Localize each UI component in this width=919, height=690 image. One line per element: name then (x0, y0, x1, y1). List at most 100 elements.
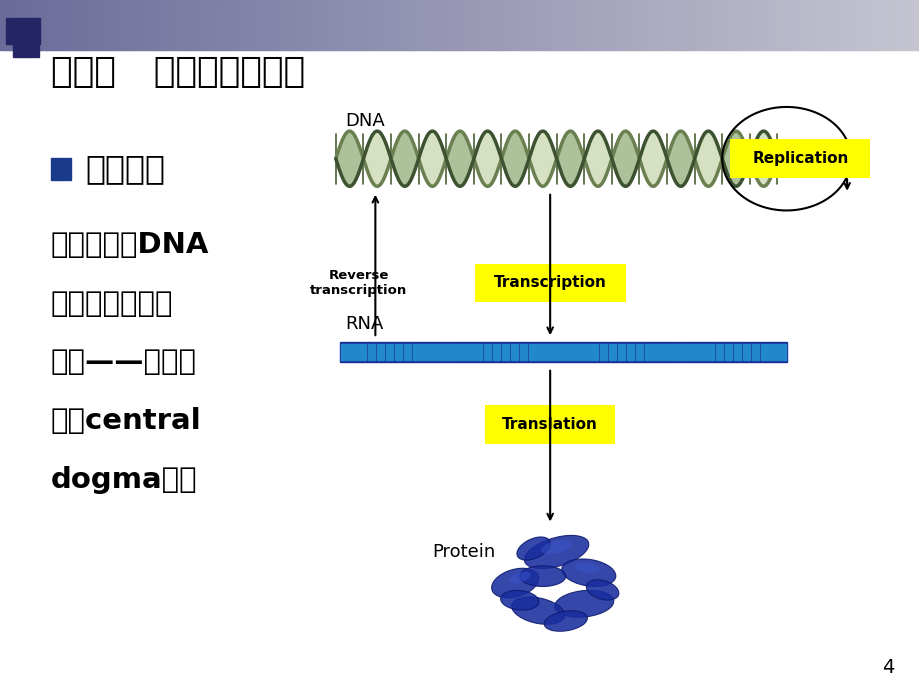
Bar (855, 0, 860, 50)
Bar (184, 0, 189, 50)
Bar (87, 0, 93, 50)
Text: 过程——中心法: 过程——中心法 (51, 348, 197, 376)
Bar (23, 0, 28, 50)
Bar (409, 0, 414, 50)
Bar (538, 0, 543, 50)
Bar (537, 344, 544, 360)
Bar (234, 0, 240, 50)
Bar (882, 0, 888, 50)
Bar (698, 0, 704, 50)
Bar (400, 0, 405, 50)
Bar (96, 0, 102, 50)
Bar (644, 344, 652, 360)
Bar (767, 0, 773, 50)
Bar (418, 0, 424, 50)
Bar (573, 344, 580, 360)
Bar (487, 0, 493, 50)
Text: Protein: Protein (432, 543, 495, 561)
Text: 第一节   外源基因的表达: 第一节 外源基因的表达 (51, 55, 304, 90)
Bar (611, 0, 617, 50)
Bar (542, 0, 548, 50)
Bar (211, 0, 217, 50)
Bar (55, 0, 61, 50)
Bar (317, 0, 323, 50)
Bar (891, 0, 897, 50)
Bar (188, 0, 194, 50)
Bar (9, 0, 15, 50)
Ellipse shape (540, 540, 572, 554)
Bar (744, 0, 750, 50)
Bar (74, 0, 79, 50)
Bar (377, 344, 384, 360)
Bar (582, 344, 589, 360)
Bar (207, 0, 212, 50)
Text: dogma）。: dogma）。 (51, 466, 197, 493)
Bar (671, 0, 676, 50)
Bar (809, 0, 814, 50)
Bar (721, 0, 727, 50)
Bar (662, 344, 669, 360)
Bar (391, 0, 396, 50)
Text: DNA: DNA (345, 112, 384, 130)
Bar (790, 0, 796, 50)
Bar (175, 0, 180, 50)
Bar (496, 0, 502, 50)
Bar (616, 0, 621, 50)
Bar (13, 40, 39, 57)
Bar (198, 0, 203, 50)
Bar (555, 344, 562, 360)
Bar (754, 0, 759, 50)
Bar (345, 0, 350, 50)
Bar (675, 0, 681, 50)
Bar (395, 0, 401, 50)
Bar (501, 0, 506, 50)
Bar (679, 344, 687, 360)
Bar (331, 0, 336, 50)
Bar (749, 0, 754, 50)
Bar (501, 344, 509, 360)
Bar (18, 0, 24, 50)
Bar (708, 0, 713, 50)
Bar (69, 0, 74, 50)
Bar (5, 0, 10, 50)
Bar (289, 0, 295, 50)
Bar (455, 0, 460, 50)
Bar (680, 0, 686, 50)
Bar (170, 0, 176, 50)
Bar (354, 0, 359, 50)
Bar (280, 0, 286, 50)
Bar (349, 0, 355, 50)
Bar (225, 0, 231, 50)
Bar (32, 0, 38, 50)
Bar (652, 344, 660, 360)
Bar (6, 18, 40, 44)
Bar (726, 0, 732, 50)
Bar (394, 344, 402, 360)
Bar (340, 0, 346, 50)
Bar (299, 0, 304, 50)
Bar (179, 0, 185, 50)
Bar (813, 0, 819, 50)
Bar (625, 0, 630, 50)
Bar (469, 0, 474, 50)
Bar (421, 344, 428, 360)
Bar (751, 344, 758, 360)
Ellipse shape (585, 580, 618, 600)
Bar (712, 0, 718, 50)
Bar (524, 0, 529, 50)
Bar (381, 0, 387, 50)
Ellipse shape (573, 563, 599, 573)
Bar (652, 0, 658, 50)
Bar (533, 0, 539, 50)
Ellipse shape (511, 597, 564, 624)
Bar (152, 0, 157, 50)
Bar (635, 344, 642, 360)
Bar (430, 344, 437, 360)
Bar (639, 0, 644, 50)
Bar (786, 0, 791, 50)
Bar (556, 0, 562, 50)
Bar (341, 344, 348, 360)
Bar (505, 0, 511, 50)
Bar (377, 0, 382, 50)
Bar (648, 0, 653, 50)
